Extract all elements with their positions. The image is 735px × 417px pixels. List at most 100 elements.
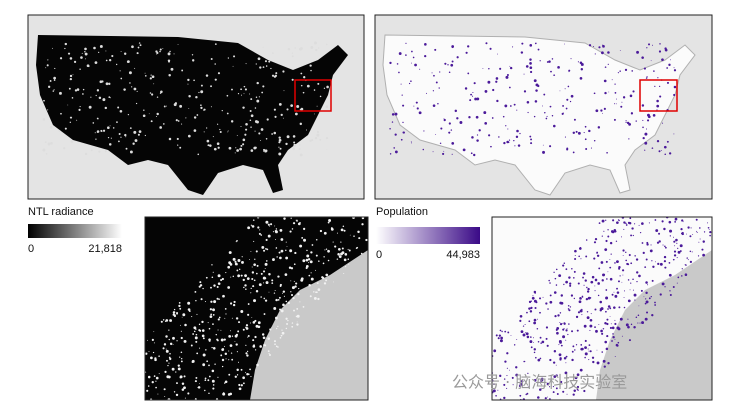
map-pixel	[207, 379, 210, 382]
map-pixel	[64, 42, 68, 46]
map-pixel	[609, 241, 613, 245]
map-pixel	[157, 393, 159, 395]
map-pixel	[556, 331, 559, 335]
map-pixel	[181, 316, 183, 318]
map-pixel	[398, 52, 402, 55]
map-pixel	[313, 296, 317, 300]
map-pixel	[112, 127, 115, 129]
map-pixel	[646, 76, 648, 78]
map-pixel	[49, 80, 52, 82]
panel-border	[374, 14, 713, 200]
map-pixel	[80, 56, 83, 59]
map-pixel	[598, 222, 601, 224]
map-pixel	[614, 262, 616, 264]
map-pixel	[254, 319, 257, 322]
map-pixel	[579, 368, 583, 372]
map-pixel	[673, 133, 675, 135]
map-pixel	[150, 356, 153, 360]
map-pixel	[202, 363, 206, 367]
map-pixel	[389, 153, 392, 155]
map-pixel	[686, 233, 688, 235]
map-pixel	[200, 104, 202, 107]
map-pixel	[277, 325, 279, 328]
map-pixel	[604, 273, 606, 275]
map-pixel	[627, 263, 630, 266]
map-pixel	[178, 301, 181, 304]
map-pixel	[285, 249, 287, 252]
map-pixel	[526, 311, 528, 314]
map-pixel	[498, 136, 500, 138]
map-pixel	[155, 115, 157, 117]
map-pixel	[519, 319, 522, 322]
map-pixel	[529, 58, 532, 61]
map-pixel	[173, 53, 175, 55]
map-pixel	[602, 359, 606, 363]
map-pixel	[338, 255, 342, 259]
map-pixel	[519, 382, 523, 386]
map-pixel	[274, 74, 278, 77]
map-pixel	[64, 47, 66, 50]
map-pixel	[507, 128, 509, 130]
map-pixel	[615, 103, 617, 105]
map-pixel	[172, 313, 175, 316]
map-pixel	[229, 392, 233, 396]
map-pixel	[284, 273, 288, 276]
map-pixel	[47, 109, 49, 111]
map-pixel	[669, 229, 673, 233]
map-pixel	[473, 82, 476, 85]
map-pixel	[220, 354, 223, 357]
map-pixel	[620, 105, 623, 108]
map-pixel	[639, 322, 641, 324]
map-pixel	[191, 54, 194, 56]
map-pixel	[689, 250, 692, 253]
map-pixel	[451, 46, 454, 49]
map-pixel	[654, 219, 657, 221]
map-pixel	[530, 142, 533, 145]
map-pixel	[135, 102, 138, 105]
map-pixel	[516, 129, 519, 133]
map-pixel	[194, 380, 197, 383]
map-pixel	[316, 133, 320, 137]
map-pixel	[619, 70, 621, 72]
map-pixel	[637, 322, 639, 324]
map-pixel	[590, 313, 592, 315]
map-pixel	[583, 131, 585, 134]
map-pixel	[495, 80, 498, 83]
map-pixel	[534, 306, 537, 310]
map-pixel	[521, 42, 524, 45]
map-pixel	[220, 338, 224, 342]
map-pixel	[646, 128, 647, 130]
map-pixel	[181, 388, 185, 391]
map-pixel	[616, 343, 618, 346]
map-pixel	[525, 65, 529, 68]
map-pixel	[509, 66, 513, 70]
map-pixel	[459, 121, 463, 124]
map-pixel	[271, 74, 275, 77]
map-pixel	[273, 292, 276, 294]
map-pixel	[549, 300, 553, 304]
map-pixel	[389, 61, 392, 65]
map-pixel	[342, 225, 345, 228]
map-pixel	[260, 296, 262, 298]
map-pixel	[656, 241, 660, 244]
legend-min: 0	[28, 243, 34, 255]
map-pixel	[669, 290, 671, 292]
map-pixel	[177, 120, 180, 122]
map-pixel	[596, 361, 600, 365]
map-pixel	[319, 112, 321, 114]
map-pixel	[285, 241, 287, 243]
map-pixel	[434, 48, 437, 51]
map-pixel	[272, 52, 274, 54]
map-pixel	[250, 224, 253, 226]
map-pixel	[600, 329, 603, 333]
map-pixel	[242, 382, 245, 385]
map-pixel	[231, 317, 233, 319]
map-pixel	[601, 235, 603, 237]
map-pixel	[265, 260, 268, 262]
map-pixel	[144, 74, 147, 77]
map-pixel	[607, 271, 609, 273]
map-pixel	[645, 77, 648, 79]
map-pixel	[526, 100, 530, 104]
map-pixel	[343, 272, 345, 275]
map-pixel	[673, 69, 677, 72]
